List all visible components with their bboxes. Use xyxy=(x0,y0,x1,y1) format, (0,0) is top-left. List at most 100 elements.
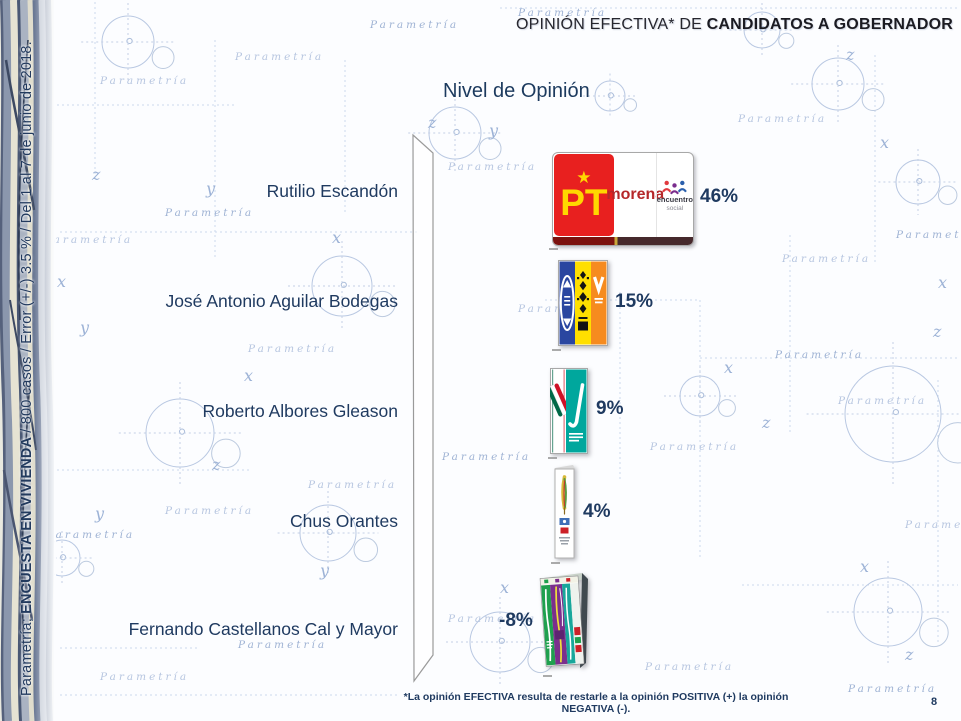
compass-satellite xyxy=(78,560,95,577)
watermark-text: Parametría xyxy=(45,529,135,541)
watermark-text: Parametría xyxy=(649,441,739,453)
compass-hub xyxy=(698,392,705,399)
watermark-text: Parametría xyxy=(447,161,537,173)
watermark-axis-letter: z xyxy=(427,113,437,132)
compass-motif xyxy=(288,241,396,331)
compass-motif xyxy=(729,3,795,57)
compass-satellite xyxy=(478,137,502,161)
sidebar-caption: Parametría; ENCUESTA EN VIVIENDA / 800 c… xyxy=(19,4,35,696)
compass-satellite xyxy=(778,32,795,49)
compass-motif xyxy=(791,45,885,123)
logo-3d-bottom-edge xyxy=(553,237,693,245)
watermark-axis-letter: y xyxy=(79,318,90,337)
watermark-axis-letter: x xyxy=(724,358,733,377)
compass-satellite xyxy=(718,399,736,417)
chart-footnote: *La opinión EFECTIVA resulta de restarle… xyxy=(403,691,789,715)
compass-satellite xyxy=(623,98,638,112)
watermark-text: Parametría xyxy=(837,395,927,407)
compass-motif xyxy=(408,94,502,172)
watermark-axis-letter: x xyxy=(57,272,66,291)
watermark-axis-letter: x xyxy=(880,133,889,152)
watermark-text: Parametría xyxy=(237,639,327,651)
watermark-text: Parametría xyxy=(99,671,189,683)
green-purple-teal-coalition-logo xyxy=(539,573,588,668)
watermark-text: Parametría xyxy=(164,207,254,219)
value-label-4: 4% xyxy=(583,501,611,522)
watermark-axis-letter: x xyxy=(244,366,253,385)
candidate-name-chus-orantes: Chus Orantes xyxy=(290,511,398,531)
watermark-text: Parametría xyxy=(234,51,324,63)
pt-party-icon: ★ PT xyxy=(554,154,614,236)
watermark-text: Parametría xyxy=(517,7,607,19)
compass-hub xyxy=(126,37,133,45)
compass-hub xyxy=(178,428,186,435)
blue-yellow-orange-coalition-logo xyxy=(558,260,608,346)
watermark-text: Parametría xyxy=(99,75,189,87)
compass-satellite xyxy=(937,422,961,464)
value-label-15: 15% xyxy=(615,291,654,312)
value-label-9: 9% xyxy=(596,398,624,419)
watermark-text: Parametría xyxy=(441,451,531,463)
watermark-text: Parametría xyxy=(164,505,254,517)
watermark-axis-letter: z xyxy=(211,455,221,474)
compass-motif xyxy=(826,561,950,663)
watermark-axis-letter: y xyxy=(94,504,105,523)
sidebar-caption-suffix: / 800 casos / Error (+/-) 3.5 % / Del 1 … xyxy=(19,41,35,437)
watermark-axis-letter: x xyxy=(500,578,509,597)
watermark-axis-letter: z xyxy=(91,165,101,184)
compass-hub xyxy=(340,281,347,288)
page-title: OPINIÓN EFECTIVA* DE CANDIDATOS A GOBERN… xyxy=(516,16,953,34)
value-label-46: 46% xyxy=(700,186,739,207)
watermark-text: Parametría xyxy=(737,113,827,125)
value-label-minus8: -8% xyxy=(499,610,533,631)
watermark-text: Parametría xyxy=(781,253,871,265)
watercolor-fade xyxy=(34,0,56,721)
watermark-text: Parametría xyxy=(247,343,337,355)
watermark-axis-letter: x xyxy=(938,273,947,292)
candidate-name-roberto-albores-gleason: Roberto Albores Gleason xyxy=(202,401,398,421)
bar-base-tick xyxy=(549,248,558,250)
watermark-text: Parametría xyxy=(644,661,734,673)
bar-base-tick xyxy=(543,675,552,677)
pt-star-icon: ★ xyxy=(576,167,592,187)
compass-satellite xyxy=(151,46,175,70)
compass-hub xyxy=(836,79,843,87)
watermark-text: Parametría xyxy=(904,519,961,531)
compass-hub xyxy=(498,637,505,644)
encuentro-social-party-icon: encuentro social xyxy=(655,153,693,237)
sidebar-caption-prefix: Parametría; xyxy=(19,613,35,696)
compass-hub xyxy=(453,128,460,136)
watermark-axis-letter: z xyxy=(932,322,942,341)
sidebar-caption-bold: ENCUESTA EN VIVIENDA xyxy=(19,436,35,614)
candidate-name-fernando-castellanos: Fernando Castellanos Cal y Mayor xyxy=(128,619,398,639)
watermark-text: Parametría xyxy=(369,19,459,31)
watercolor-strip xyxy=(0,0,56,721)
watermark-text: Parametría xyxy=(847,683,937,695)
morena-party-label: morena xyxy=(606,186,665,203)
page-title-bold: CANDIDATOS A GOBERNADOR xyxy=(706,16,953,33)
page-title-regular: OPINIÓN EFECTIVA* DE xyxy=(516,16,707,33)
compass-satellite xyxy=(369,290,396,318)
compass-hub xyxy=(59,554,67,561)
independent-feather-logo xyxy=(554,465,575,559)
compass-motif xyxy=(277,491,379,575)
watermark-text: Parametría xyxy=(774,349,864,361)
watermark-axis-letter: y xyxy=(319,561,330,580)
feather-icon xyxy=(561,475,567,515)
compass-hub xyxy=(607,92,615,99)
compass-motif xyxy=(664,366,736,426)
candidate-name-rutilio-escandon: Rutilio Escandón xyxy=(266,181,398,201)
pt-morena-encuentro-social-logo: ★ PT morena encuentro social xyxy=(552,152,694,246)
candidate-name-jose-antonio-aguilar-bodegas: José Antonio Aguilar Bodegas xyxy=(165,291,398,311)
compass-satellite xyxy=(353,537,379,563)
watermark-axis-letter: y xyxy=(488,121,499,140)
page-number: 8 xyxy=(931,696,938,708)
compass-motif xyxy=(583,73,638,119)
compass-satellite xyxy=(211,438,241,469)
compass-hub xyxy=(886,607,894,614)
compass-motif xyxy=(81,3,175,81)
compass-motif xyxy=(878,149,958,215)
watermark-axis-letter: x xyxy=(332,228,341,247)
compass-motif xyxy=(806,342,961,486)
